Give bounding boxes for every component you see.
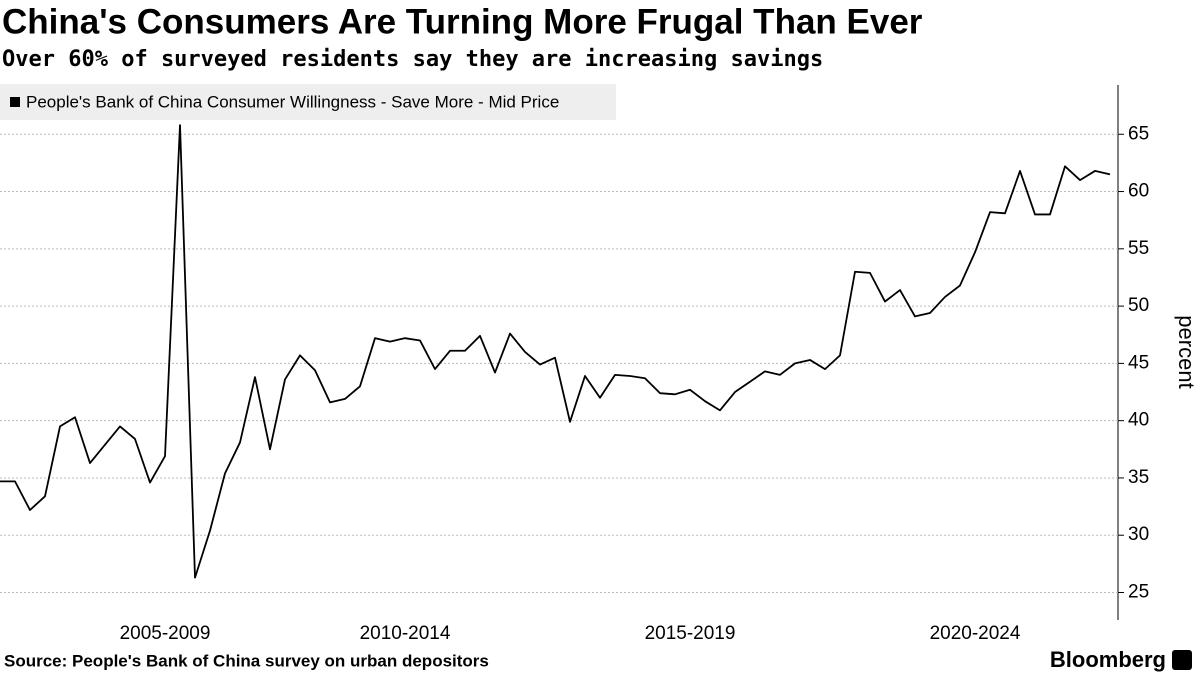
y-tick-label: 40 <box>1128 410 1149 431</box>
y-tick-label: 30 <box>1128 524 1149 545</box>
legend-swatch <box>10 97 20 107</box>
y-tick-label: 25 <box>1128 582 1149 603</box>
y-tick-label: 50 <box>1128 295 1149 316</box>
x-tick-label: 2015-2019 <box>645 623 736 644</box>
y-tick-label: 60 <box>1128 181 1149 202</box>
brand-logo <box>1172 650 1192 670</box>
brand: Bloomberg <box>1050 647 1166 672</box>
legend-label: People's Bank of China Consumer Willingn… <box>26 92 559 111</box>
x-tick-label: 2020-2024 <box>930 623 1021 644</box>
x-tick-label: 2010-2014 <box>360 623 451 644</box>
line-series <box>0 124 1111 579</box>
chart-title: China's Consumers Are Turning More Fruga… <box>2 2 923 41</box>
y-axis-label: percent <box>1174 315 1199 388</box>
y-tick-label: 65 <box>1128 123 1149 144</box>
source: Source: People's Bank of China survey on… <box>4 651 489 670</box>
x-tick-label: 2005-2009 <box>120 623 211 644</box>
y-tick-label: 45 <box>1128 352 1149 373</box>
chart-subtitle: Over 60% of surveyed residents say they … <box>2 47 823 72</box>
y-tick-label: 35 <box>1128 467 1149 488</box>
legend-box <box>0 84 616 120</box>
y-tick-label: 55 <box>1128 238 1149 259</box>
